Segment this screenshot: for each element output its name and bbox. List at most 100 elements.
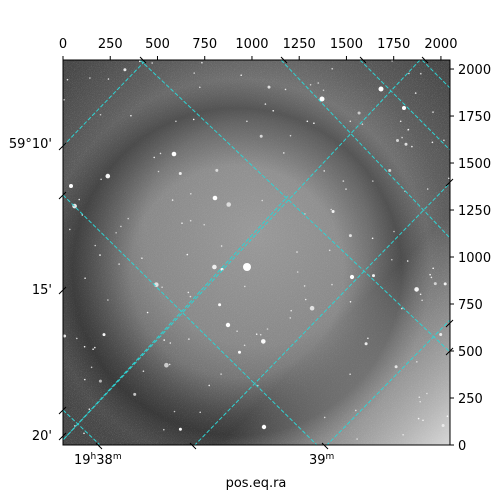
right-tick-label: 0	[458, 439, 466, 454]
star	[323, 170, 326, 172]
star	[407, 128, 410, 131]
star	[422, 419, 424, 422]
star	[417, 417, 420, 420]
star	[199, 86, 201, 89]
star	[218, 303, 222, 307]
star	[63, 334, 67, 338]
star	[414, 92, 417, 94]
top-tick-label: 1500	[330, 37, 363, 52]
star	[102, 333, 106, 337]
star	[92, 348, 94, 351]
top-axis: 0 250 500 750 1000 1250 1500 1750 2000	[59, 37, 457, 60]
star	[289, 317, 292, 319]
star	[367, 337, 369, 340]
star	[130, 114, 132, 117]
star	[118, 263, 120, 265]
star	[404, 142, 408, 146]
ra-axis: 19h38m 39m	[74, 452, 334, 468]
star	[290, 309, 293, 312]
star	[446, 415, 449, 418]
ra-tick-label: 39m	[309, 452, 334, 468]
top-tick-label: 2000	[424, 37, 457, 52]
star	[153, 156, 155, 159]
bright-star	[212, 195, 218, 201]
star	[349, 120, 352, 123]
star	[296, 271, 299, 273]
star	[399, 120, 402, 123]
star	[100, 178, 102, 181]
star	[164, 362, 169, 368]
right-tick-label: 750	[458, 298, 483, 313]
coordinate-grid	[63, 60, 450, 445]
star	[430, 276, 433, 279]
star	[120, 225, 122, 228]
star	[411, 145, 413, 148]
star	[431, 141, 434, 144]
grid-line	[139, 60, 450, 353]
top-tick-label: 250	[98, 37, 123, 52]
right-axis: 0 250 500 750 1000 1250 1500 1750 2000	[450, 63, 491, 454]
top-tick-label: 1000	[235, 37, 268, 52]
star	[331, 210, 335, 213]
star	[133, 392, 137, 396]
star	[159, 152, 162, 155]
star	[331, 68, 334, 70]
star	[161, 286, 163, 289]
star	[115, 232, 117, 234]
star	[330, 208, 333, 211]
star	[163, 428, 165, 431]
plot-frame	[62, 59, 451, 446]
star	[433, 282, 437, 286]
star	[401, 307, 403, 310]
grid-line	[63, 409, 101, 445]
star	[188, 338, 190, 340]
star	[432, 267, 435, 270]
star	[76, 337, 78, 340]
star	[146, 311, 149, 314]
star	[272, 110, 275, 112]
star	[419, 400, 422, 403]
star	[364, 342, 368, 346]
top-tick-label: 500	[145, 37, 170, 52]
star	[323, 416, 326, 419]
dec-tick-label: 15'	[32, 283, 52, 298]
star	[304, 298, 307, 301]
star	[226, 202, 231, 207]
star	[178, 427, 182, 431]
star	[83, 345, 86, 348]
star	[313, 122, 315, 124]
star	[157, 170, 160, 173]
star	[236, 330, 238, 333]
grid-line	[63, 60, 147, 147]
star	[441, 424, 445, 427]
dec-axis: 59°10' 15' 20'	[9, 137, 52, 444]
star	[69, 228, 71, 231]
star	[342, 180, 345, 182]
star	[63, 99, 65, 101]
star	[127, 217, 129, 220]
star	[372, 274, 375, 278]
grid-line	[421, 60, 450, 89]
star	[168, 363, 171, 366]
star	[388, 169, 392, 172]
star	[345, 188, 347, 190]
top-tick-label: 750	[192, 37, 217, 52]
star	[189, 219, 192, 222]
star	[303, 285, 306, 287]
bright-star	[261, 424, 267, 430]
right-tick-label: 250	[458, 392, 483, 407]
star	[181, 222, 183, 224]
star	[90, 366, 93, 369]
star	[267, 85, 271, 89]
bright-star	[349, 274, 355, 280]
star	[246, 120, 248, 123]
star	[78, 198, 80, 201]
star	[187, 291, 190, 294]
grid-line	[280, 60, 450, 239]
right-tick-label: 1250	[458, 204, 491, 219]
star	[244, 285, 246, 288]
star	[418, 396, 421, 399]
star	[419, 293, 422, 296]
star	[220, 373, 222, 375]
